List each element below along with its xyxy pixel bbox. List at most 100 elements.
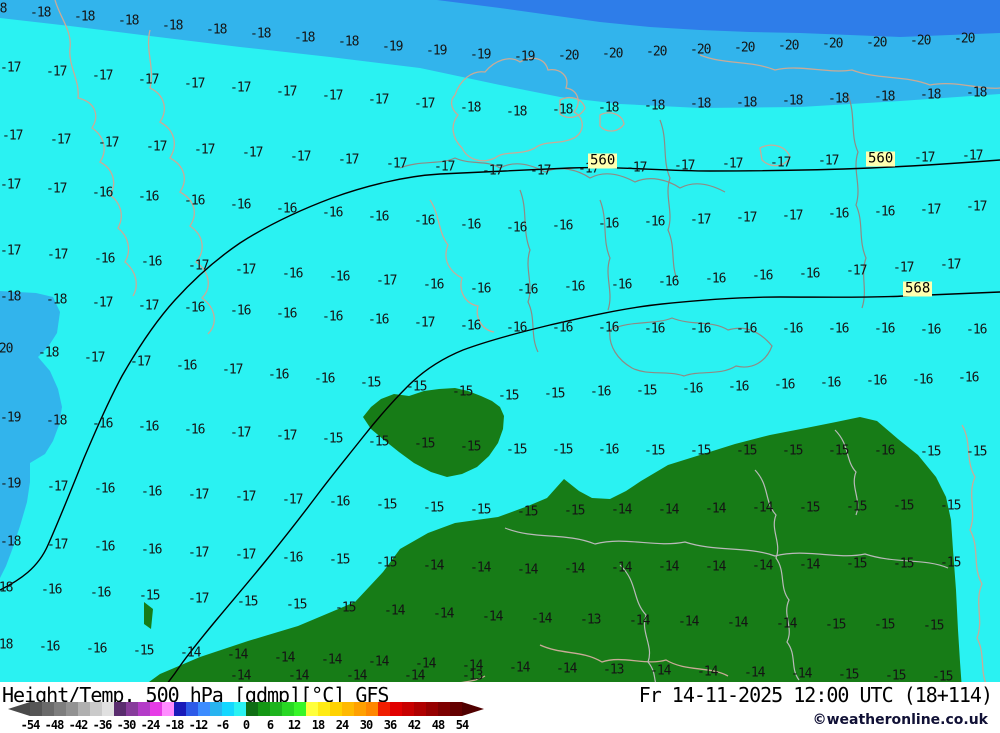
temp-label: -17 [138, 298, 160, 314]
legend-tick: -42 [68, 718, 89, 732]
temp-label: -16 [184, 300, 206, 316]
temp-label: -16 [141, 484, 163, 500]
temp-label: -13 [462, 668, 484, 683]
temp-label: -14 [744, 665, 766, 681]
temp-label: -14 [415, 656, 437, 672]
temp-label: -15 [885, 668, 907, 682]
temp-label: -22 [523, 0, 545, 2]
temp-label: -20 [822, 36, 844, 52]
height-contour-label: 560 [588, 152, 618, 169]
temp-label: -22 [753, 0, 775, 2]
legend-color-cell [438, 702, 450, 716]
temp-label: -16 [690, 321, 712, 337]
temp-label: -15 [564, 503, 586, 519]
temp-label: -16 [874, 204, 896, 220]
temp-label: -17 [626, 160, 648, 176]
temp-label: -14 [752, 500, 774, 516]
temp-label: -16 [141, 254, 163, 270]
temp-label: -15 [846, 499, 868, 515]
temp-label: -15 [893, 556, 915, 572]
temp-label: -18 [920, 87, 942, 103]
legend-color-cell [330, 702, 342, 716]
temp-label: -15 [920, 444, 942, 460]
temp-label: -17 [50, 132, 72, 148]
temp-label: -16 [423, 277, 445, 293]
temp-label: -15 [506, 442, 528, 458]
temp-label: -14 [288, 668, 310, 683]
temp-label: -15 [874, 617, 896, 633]
temp-label: -14 [531, 611, 553, 627]
temp-label: -22 [569, 0, 591, 2]
legend-tick-labels: -54 -48 -42 -36 -30 -24 -18 -12 -6 0 6 12 18 24 30 36 42… [0, 718, 500, 732]
temp-label: -20 [558, 48, 580, 64]
temp-label: -17 [368, 92, 390, 108]
temp-label: -18 [506, 104, 528, 120]
temp-label: -16 [276, 306, 298, 322]
temp-label: -17 [194, 142, 216, 158]
temp-label: -17 [130, 354, 152, 370]
temp-label: -14 [752, 558, 774, 574]
temp-label: -18 [0, 637, 14, 653]
temp-label: -16 [90, 585, 112, 601]
temp-label: -16 [230, 197, 252, 213]
temp-label: -16 [322, 309, 344, 325]
temp-label: -20 [778, 38, 800, 54]
temp-label: -14 [346, 668, 368, 683]
temp-label: -19 [514, 49, 536, 65]
temp-label: -18 [46, 413, 68, 429]
temp-label: -14 [470, 560, 492, 576]
temp-label: -17 [290, 149, 312, 165]
height-contour-568-path [167, 291, 1000, 682]
temp-label: -15 [498, 388, 520, 404]
copyright-text: ©weatheronline.co.uk [812, 712, 988, 728]
legend-right-arrow-icon [462, 702, 484, 716]
border-alps [504, 429, 949, 682]
temp-label: -18 [460, 100, 482, 116]
temp-label: -14 [384, 603, 406, 619]
temp-label: -16 [736, 321, 758, 337]
coastline-denmark [450, 57, 583, 162]
legend-color-cell [198, 702, 210, 716]
legend-color-cell [234, 702, 246, 716]
temp-label: -14 [227, 647, 249, 663]
temp-label: -15 [828, 443, 850, 459]
temp-label: -20 [954, 31, 976, 47]
temp-label: -17 [47, 247, 69, 263]
temp-label: -17 [818, 153, 840, 169]
temp-label: -15 [286, 597, 308, 613]
coastline-baltic-east [699, 54, 1000, 89]
temp-label: -14 [368, 654, 390, 670]
temp-label: -17 [188, 487, 210, 503]
temp-label: -16 [94, 251, 116, 267]
temp-label: -16 [41, 582, 63, 598]
temp-label: -16 [506, 220, 528, 236]
temp-label: -18 [162, 18, 184, 34]
temp-label: -15 [406, 379, 428, 395]
temp-label: -16 [552, 218, 574, 234]
temp-label: -18 [828, 91, 850, 107]
temp-label: -20 [646, 44, 668, 60]
temp-label: -19 [0, 410, 22, 426]
legend-tick: -12 [188, 718, 209, 732]
temp-label: -14 [274, 650, 296, 666]
temp-label: -14 [791, 666, 813, 682]
temp-label: -21 [477, 0, 499, 2]
temp-label: -18 [250, 26, 272, 42]
temp-label: -15 [322, 431, 344, 447]
legend-color-cell [258, 702, 270, 716]
temp-label: -20 [734, 40, 756, 56]
temp-label: -20 [385, 0, 407, 2]
temp-label: -17 [846, 263, 868, 279]
temp-label: -15 [552, 442, 574, 458]
temp-label: -15 [846, 556, 868, 572]
temp-label: -22 [661, 0, 683, 2]
temp-label: -14 [799, 557, 821, 573]
temp-label: -14 [423, 558, 445, 574]
temp-label: -18 [30, 5, 52, 21]
temp-label: -18 [0, 1, 8, 17]
azure-patch-left [0, 291, 62, 578]
temp-label: -15 [376, 497, 398, 513]
temp-label: -15 [452, 384, 474, 400]
temp-label: -17 [242, 145, 264, 161]
